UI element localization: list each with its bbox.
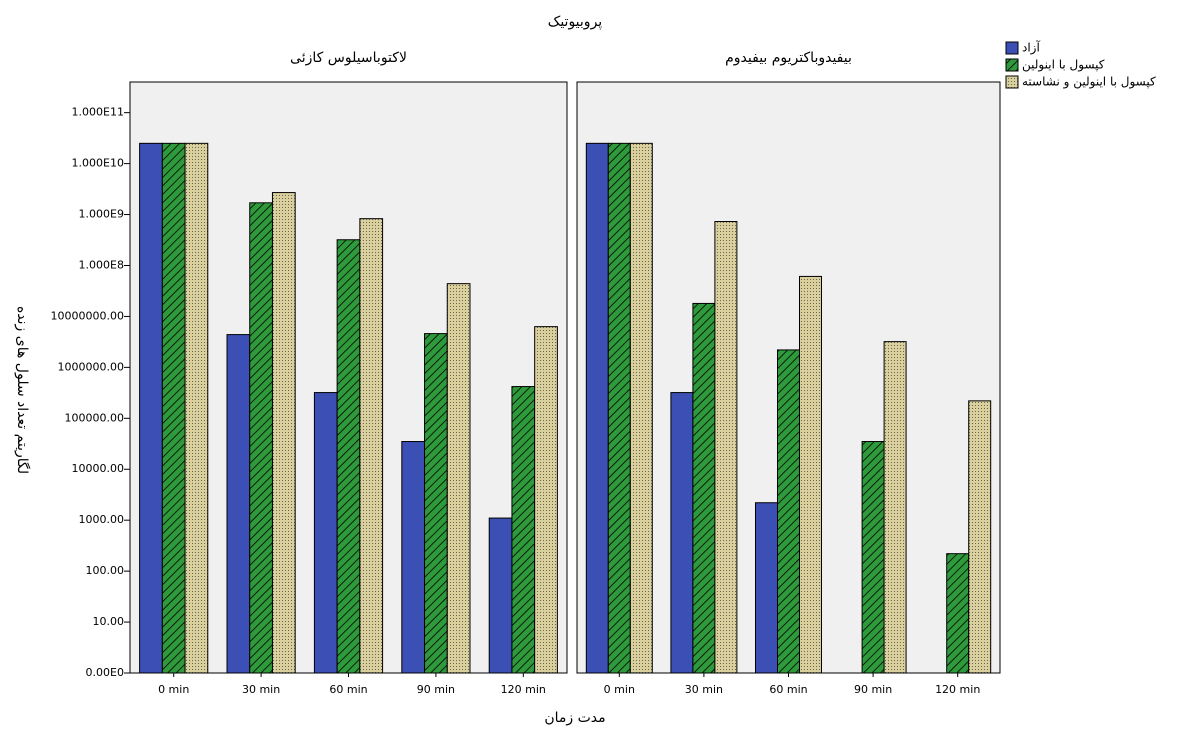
bar (226, 334, 251, 674)
x-tick-label: 30 min (685, 683, 723, 696)
x-tick-label: 30 min (242, 683, 280, 696)
y-tick-label: 1.000E9 (79, 208, 124, 221)
bar (585, 142, 609, 674)
x-tick-label: 90 min (854, 683, 892, 696)
x-tick-label: 0 min (158, 683, 189, 696)
bar (883, 341, 907, 674)
bar (777, 349, 800, 674)
y-tick-label: 10000000.00 (51, 309, 124, 322)
bar (755, 502, 779, 674)
panel-title: لاکتوباسیلوس کازئی (290, 50, 407, 66)
bar (670, 392, 694, 674)
x-tick-label: 60 min (329, 683, 367, 696)
bar (249, 202, 273, 674)
y-tick-label: 1.000E8 (79, 258, 124, 271)
bar (714, 221, 738, 674)
legend-label: کپسول با اینولین و نشاسته (1022, 75, 1156, 90)
legend-swatch (1005, 41, 1019, 55)
y-tick-label: 1000000.00 (58, 360, 124, 373)
bar (424, 333, 448, 674)
x-tick-label: 0 min (604, 683, 635, 696)
x-tick-label: 120 min (935, 683, 980, 696)
panel-title: بیفیدوباکتریوم بیفیدوم (725, 50, 852, 66)
bar (161, 142, 186, 674)
bar (446, 283, 471, 674)
y-axis-label: لگاریتم تعداد سلول های زنده (14, 306, 31, 474)
legend-label: آزاد (1022, 40, 1040, 56)
y-tick-label: 10.00 (93, 615, 125, 628)
bar (401, 441, 426, 674)
y-tick-label: 0.00E0 (86, 666, 124, 679)
y-tick-label: 10000.00 (72, 462, 125, 475)
bar (692, 302, 716, 674)
bar (488, 517, 513, 674)
bar (946, 553, 970, 674)
legend-swatch (1005, 75, 1019, 89)
x-tick-label: 90 min (417, 683, 455, 696)
chart-title: پروبیوتیک (548, 14, 602, 30)
y-tick-label: 1000.00 (79, 513, 125, 526)
bar (511, 386, 536, 674)
x-tick-label: 120 min (501, 683, 546, 696)
legend-swatch (1005, 58, 1019, 72)
bar (336, 239, 361, 674)
bar (607, 142, 631, 674)
bar (271, 192, 296, 674)
bar (313, 392, 338, 674)
x-tick-label: 60 min (769, 683, 807, 696)
y-tick-label: 100000.00 (65, 411, 125, 424)
y-tick-label: 100.00 (86, 564, 125, 577)
bar (861, 441, 885, 674)
bar (139, 142, 163, 674)
bar (359, 218, 384, 674)
legend-label: کپسول با اینولین (1022, 58, 1105, 73)
bar (968, 400, 992, 674)
bar (629, 142, 653, 674)
bar (184, 142, 209, 674)
bar (534, 326, 558, 674)
x-axis-label: مدت زمان (544, 710, 605, 726)
y-tick-label: 1.000E11 (72, 106, 124, 119)
y-tick-label: 1.000E10 (72, 157, 124, 170)
bar (798, 275, 822, 674)
